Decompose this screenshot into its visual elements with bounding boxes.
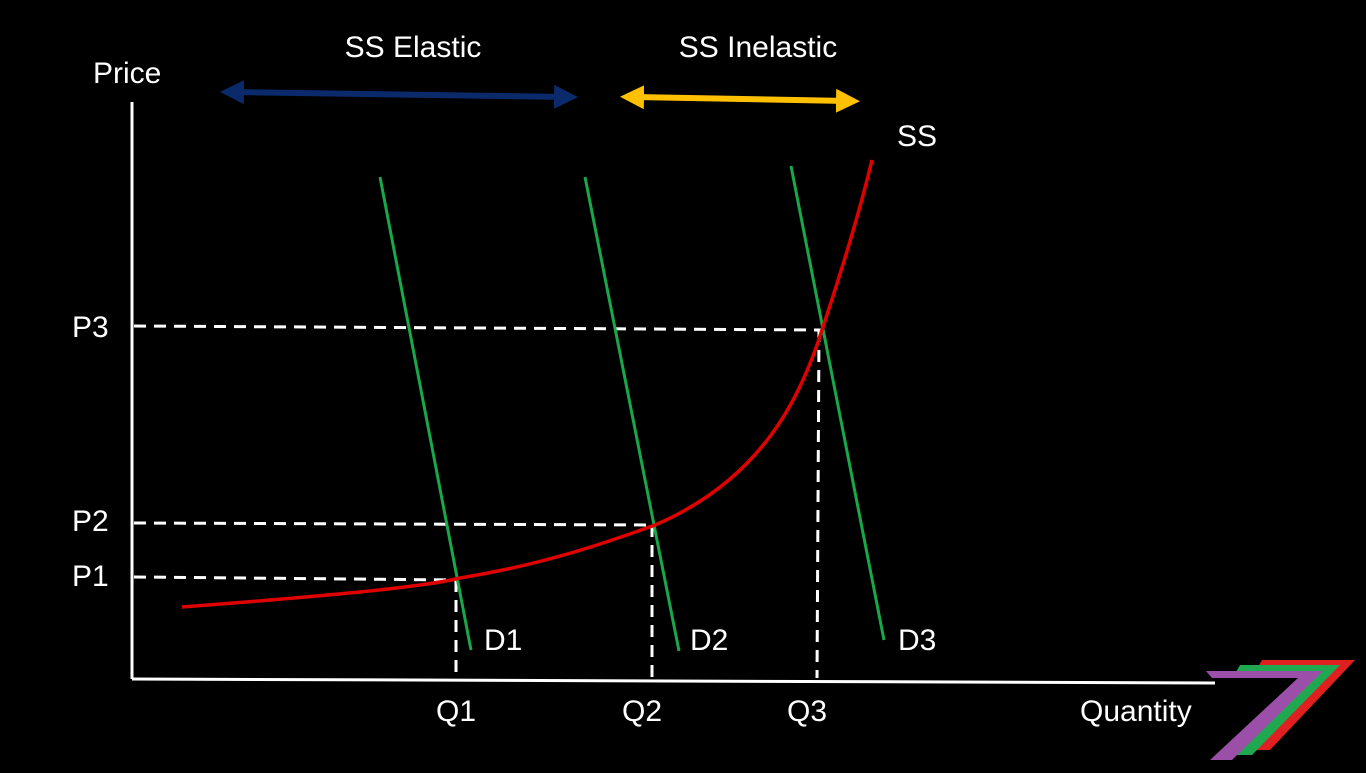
inelastic-range-arrow	[620, 85, 860, 113]
d1-demand-line	[378, 176, 473, 651]
d1-label: D1	[484, 624, 523, 657]
quantity-axis-label: Quantity	[1080, 695, 1192, 728]
p3-guide-line	[133, 324, 822, 332]
p2-guide-line	[133, 521, 653, 527]
seven-logo-icon	[1206, 660, 1355, 760]
elastic-range-arrow	[220, 80, 578, 109]
d3-label: D3	[898, 624, 937, 657]
p1-label: P1	[72, 560, 109, 593]
p2-label: P2	[72, 505, 109, 538]
d3-demand-line	[789, 165, 886, 641]
d2-label: D2	[690, 624, 729, 657]
q2-label: Q2	[621, 695, 663, 728]
inelastic-range-label: SS Inelastic	[678, 31, 838, 64]
price-axis-label: Price	[93, 57, 162, 90]
elastic-range-label: SS Elastic	[344, 31, 482, 64]
quantity-axis-line	[131, 677, 1216, 685]
q3-label: Q3	[786, 695, 828, 728]
q1-label: Q1	[435, 695, 477, 728]
supply-curve	[181, 159, 874, 609]
q3-guide-line	[815, 329, 821, 679]
d2-demand-line	[583, 176, 681, 652]
p3-label: P3	[72, 311, 109, 344]
supply-curve-label: SS	[897, 120, 938, 153]
p1-guide-line	[133, 575, 457, 582]
